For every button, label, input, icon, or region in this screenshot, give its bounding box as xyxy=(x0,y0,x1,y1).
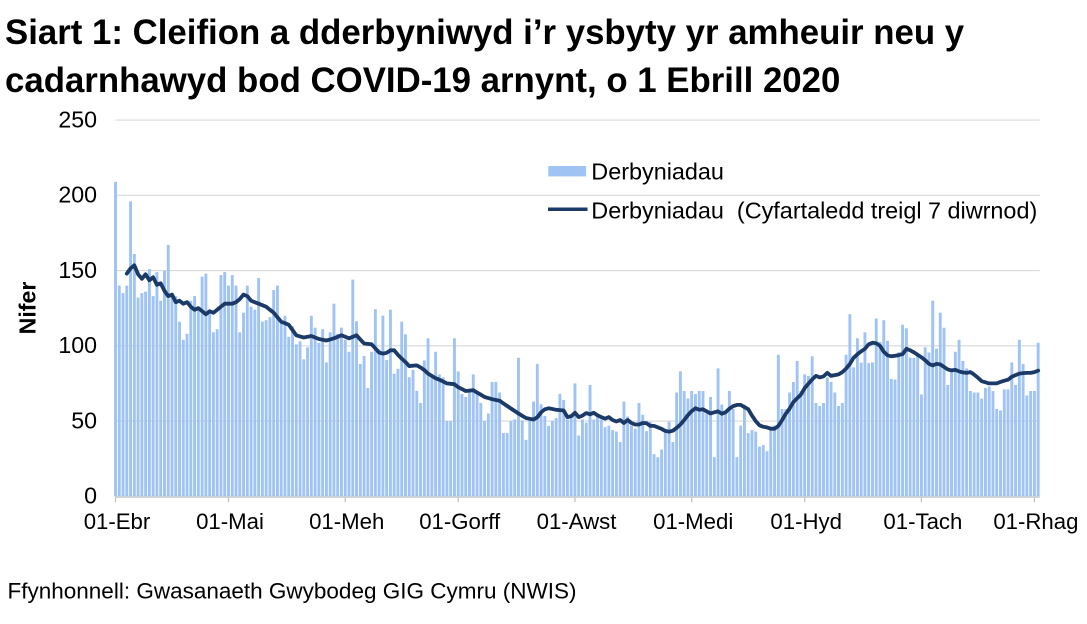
svg-text:200: 200 xyxy=(58,182,97,208)
svg-text:150: 150 xyxy=(58,257,97,283)
svg-text:Nifer: Nifer xyxy=(15,282,41,335)
svg-text:250: 250 xyxy=(58,106,97,132)
svg-text:50: 50 xyxy=(71,407,97,433)
svg-text:01-Hyd: 01-Hyd xyxy=(770,509,842,534)
svg-text:01-Meh: 01-Meh xyxy=(309,509,384,534)
svg-text:01-Rhag: 01-Rhag xyxy=(993,509,1078,534)
svg-text:cadarnhawyd bod COVID-19 arnyn: cadarnhawyd bod COVID-19 arnynt, o 1 Ebr… xyxy=(5,61,840,100)
svg-text:Derbyniadau (Cyfartaledd trei: Derbyniadau (Cyfartaledd treigl 7 diwrno… xyxy=(591,198,1037,224)
svg-text:01-Mai: 01-Mai xyxy=(196,509,264,534)
svg-text:01-Awst: 01-Awst xyxy=(537,509,617,534)
svg-text:01-Medi: 01-Medi xyxy=(653,509,733,534)
svg-text:01-Gorff: 01-Gorff xyxy=(419,509,501,534)
svg-text:Siart 1: Cleifion a dderbyniwy: Siart 1: Cleifion a dderbyniwyd i’r ysby… xyxy=(5,13,965,52)
svg-text:Derbyniadau: Derbyniadau xyxy=(591,158,724,184)
svg-text:Ffynhonnell: Gwasanaeth Gwybod: Ffynhonnell: Gwasanaeth Gwybodeg GIG Cym… xyxy=(8,579,577,604)
svg-text:01-Tach: 01-Tach xyxy=(883,509,962,534)
svg-text:100: 100 xyxy=(58,332,97,358)
svg-text:01-Ebr: 01-Ebr xyxy=(84,509,151,534)
svg-text:0: 0 xyxy=(84,483,97,509)
